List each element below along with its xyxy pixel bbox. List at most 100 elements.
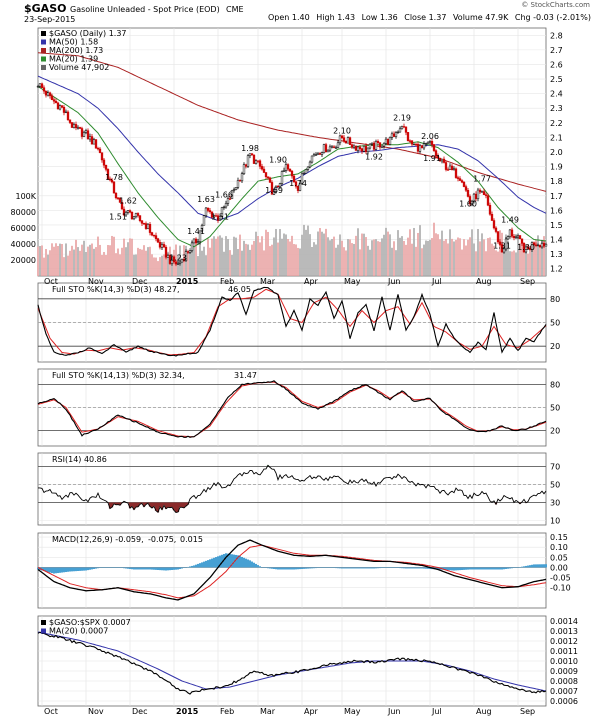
macd-hist-bar bbox=[421, 567, 423, 569]
volume-bar bbox=[181, 258, 183, 276]
price-body bbox=[380, 145, 384, 148]
volume-bar bbox=[259, 242, 261, 276]
price-ytick-label: 2.6 bbox=[550, 60, 563, 69]
macd-hist-bar bbox=[159, 567, 161, 571]
ratio-line bbox=[37, 631, 547, 695]
macd-hist-bar bbox=[465, 567, 467, 570]
month-label: Dec bbox=[132, 707, 147, 716]
macd-hist-bar bbox=[385, 567, 387, 568]
price-body bbox=[60, 105, 64, 108]
price-body bbox=[256, 160, 260, 162]
macd-hist-bar bbox=[299, 567, 301, 570]
price-annotation: 1.90 bbox=[269, 156, 287, 165]
price-body bbox=[280, 171, 284, 184]
macd-hist-bar bbox=[321, 567, 323, 568]
volume-bar bbox=[375, 239, 377, 276]
volume-bar bbox=[327, 237, 329, 276]
volume-bar bbox=[53, 246, 55, 276]
macd-hist-bar bbox=[93, 567, 95, 569]
volume-bar bbox=[43, 257, 45, 276]
price-body bbox=[100, 152, 104, 161]
volume-bar bbox=[447, 243, 449, 276]
price-body bbox=[132, 216, 136, 220]
price-body bbox=[268, 177, 272, 183]
price-body bbox=[502, 248, 506, 253]
macd-hist-bar bbox=[189, 566, 191, 568]
macd-hist-bar bbox=[363, 567, 365, 569]
price-annotation: 1.78 bbox=[105, 173, 123, 182]
price-body bbox=[128, 210, 132, 213]
volume-bar bbox=[539, 245, 541, 276]
price-body bbox=[408, 140, 412, 142]
macd-hist-bar bbox=[73, 567, 75, 572]
macd-hist-bar bbox=[503, 567, 505, 570]
volume-bar bbox=[131, 238, 133, 276]
macd-hist-bar bbox=[203, 561, 205, 568]
price-body bbox=[302, 172, 306, 175]
volume-bar bbox=[529, 250, 531, 276]
price-body bbox=[518, 235, 522, 240]
price-body bbox=[442, 158, 446, 163]
volume-bar bbox=[163, 254, 165, 276]
price-body bbox=[348, 137, 352, 145]
volume-bar bbox=[425, 240, 427, 276]
volume-bar bbox=[41, 245, 43, 276]
price-annotation: 1.49 bbox=[501, 215, 519, 224]
macd-hist-bar bbox=[417, 567, 419, 569]
volume-bar bbox=[145, 250, 147, 276]
price-body bbox=[304, 169, 308, 174]
instrument-name: Gasoline Unleaded - Spot Price (EOD) bbox=[70, 5, 220, 14]
macd-hist-bar bbox=[45, 567, 47, 572]
volume-bar bbox=[337, 244, 339, 276]
price-body bbox=[158, 242, 162, 248]
price-body bbox=[186, 251, 190, 253]
macd-hist-bar bbox=[535, 564, 537, 568]
ratio-ytick-label: 0.0013 bbox=[550, 627, 578, 636]
macd-hist-bar bbox=[367, 567, 369, 569]
sto-slow-ytick-label: 20 bbox=[550, 427, 560, 436]
sto-fast-legend: Full STO %K(14,3) %D(3) 48.27, bbox=[52, 285, 180, 294]
price-body bbox=[534, 244, 538, 246]
volume-bar bbox=[137, 247, 139, 276]
price-body bbox=[322, 144, 326, 153]
volume-bar bbox=[417, 232, 419, 276]
price-ytick-label: 1.5 bbox=[550, 221, 563, 230]
volume-bar bbox=[345, 250, 347, 276]
volume-bar bbox=[219, 235, 221, 276]
price-body bbox=[118, 197, 122, 203]
price-body bbox=[384, 138, 388, 144]
macd-hist-bar bbox=[413, 567, 415, 569]
volume-bar bbox=[401, 236, 403, 276]
macd-hist-bar bbox=[285, 567, 287, 570]
price-annotation: 1.51 bbox=[109, 212, 127, 221]
price-body bbox=[204, 207, 208, 216]
chg-label: Chg bbox=[515, 13, 531, 22]
macd-hist-bar bbox=[319, 567, 321, 568]
macd-hist-bar bbox=[289, 567, 291, 570]
price-body bbox=[430, 141, 434, 145]
month-label: Sep bbox=[520, 707, 535, 716]
high-value: 1.43 bbox=[337, 13, 355, 22]
volume-bar bbox=[389, 234, 391, 276]
price-body bbox=[198, 230, 202, 242]
volume-tick-label: 40000 bbox=[11, 240, 36, 249]
price-body bbox=[312, 154, 316, 157]
macd-hist-bar bbox=[205, 560, 207, 568]
price-body bbox=[396, 131, 400, 134]
volume-bar bbox=[519, 243, 521, 276]
macd-hist-bar bbox=[293, 567, 295, 570]
price-annotation: 1.23 bbox=[169, 253, 187, 262]
macd-hist-bar bbox=[447, 567, 449, 571]
volume-label: Volume bbox=[453, 13, 483, 22]
macd-hist-bar bbox=[49, 567, 51, 573]
volume-bar bbox=[159, 257, 161, 276]
price-body bbox=[248, 153, 252, 156]
macd-hist-bar bbox=[529, 565, 531, 568]
price-legend-item: MA(200) 1.73 bbox=[49, 46, 103, 55]
volume-bar bbox=[411, 243, 413, 276]
price-body bbox=[494, 227, 498, 232]
volume-bar bbox=[517, 235, 519, 276]
volume-bar bbox=[133, 254, 135, 276]
price-body bbox=[290, 170, 294, 177]
